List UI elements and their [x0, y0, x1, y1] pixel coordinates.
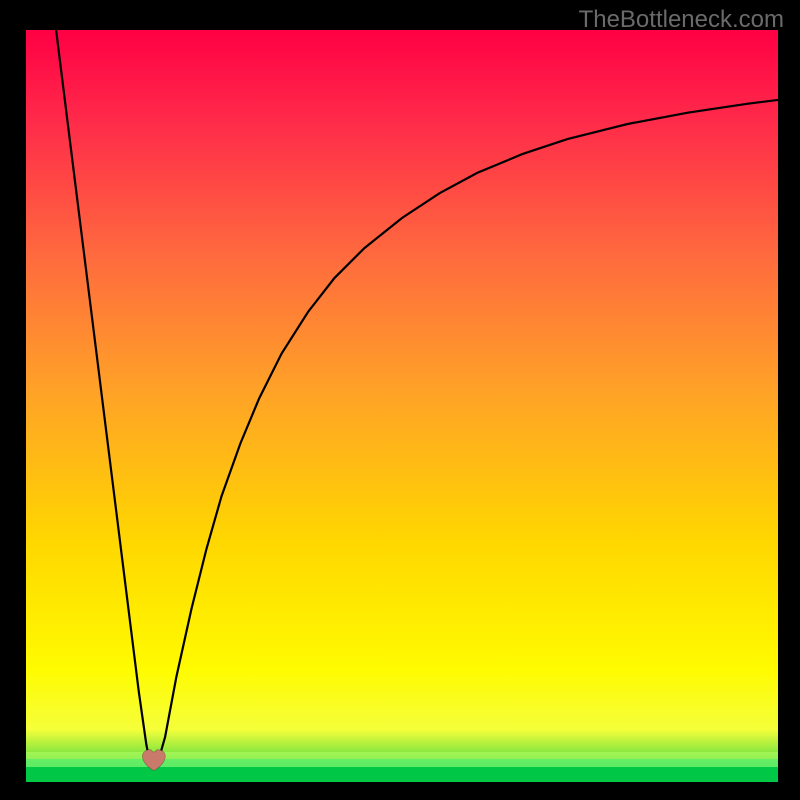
watermark-label: TheBottleneck.com [579, 6, 784, 34]
cusp-marker-layer [26, 30, 778, 782]
cusp-marker [142, 750, 165, 771]
plot-area [26, 30, 778, 782]
chart-container [0, 0, 800, 800]
